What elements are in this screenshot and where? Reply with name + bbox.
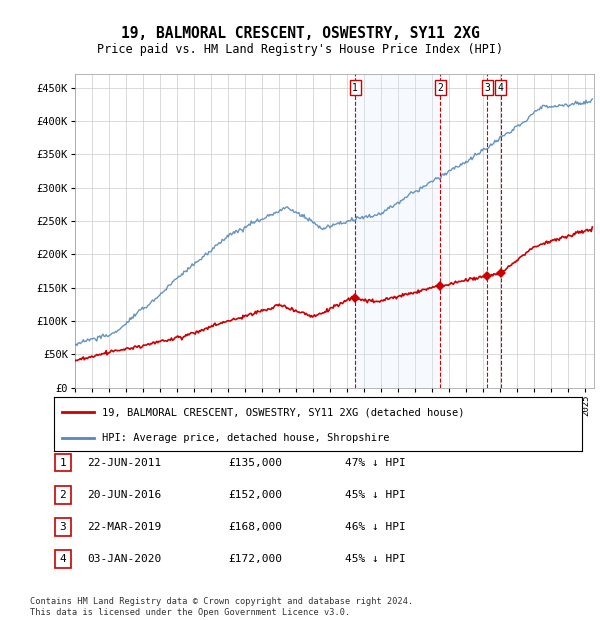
Text: HPI: Average price, detached house, Shropshire: HPI: Average price, detached house, Shro… [101,433,389,443]
Text: 2: 2 [437,82,443,93]
Text: Contains HM Land Registry data © Crown copyright and database right 2024.
This d: Contains HM Land Registry data © Crown c… [30,598,413,617]
Text: £152,000: £152,000 [228,490,282,500]
Text: 2: 2 [59,490,67,500]
Text: 03-JAN-2020: 03-JAN-2020 [87,554,161,564]
Text: 45% ↓ HPI: 45% ↓ HPI [345,554,406,564]
Text: 19, BALMORAL CRESCENT, OSWESTRY, SY11 2XG (detached house): 19, BALMORAL CRESCENT, OSWESTRY, SY11 2X… [101,407,464,417]
Text: 1: 1 [352,82,358,93]
Text: 4: 4 [59,554,67,564]
FancyBboxPatch shape [55,551,71,568]
Text: 22-JUN-2011: 22-JUN-2011 [87,458,161,467]
Text: 45% ↓ HPI: 45% ↓ HPI [345,490,406,500]
FancyBboxPatch shape [55,486,71,503]
Text: 4: 4 [497,82,503,93]
Text: £172,000: £172,000 [228,554,282,564]
Text: 3: 3 [484,82,490,93]
Text: 22-MAR-2019: 22-MAR-2019 [87,522,161,532]
Text: 3: 3 [59,522,67,532]
FancyBboxPatch shape [55,454,71,471]
FancyBboxPatch shape [55,518,71,536]
Text: £168,000: £168,000 [228,522,282,532]
Text: 1: 1 [59,458,67,467]
Text: £135,000: £135,000 [228,458,282,467]
Text: 19, BALMORAL CRESCENT, OSWESTRY, SY11 2XG: 19, BALMORAL CRESCENT, OSWESTRY, SY11 2X… [121,26,479,41]
Bar [355,74,440,388]
Text: 47% ↓ HPI: 47% ↓ HPI [345,458,406,467]
Text: Price paid vs. HM Land Registry's House Price Index (HPI): Price paid vs. HM Land Registry's House … [97,43,503,56]
Text: 46% ↓ HPI: 46% ↓ HPI [345,522,406,532]
Text: 20-JUN-2016: 20-JUN-2016 [87,490,161,500]
